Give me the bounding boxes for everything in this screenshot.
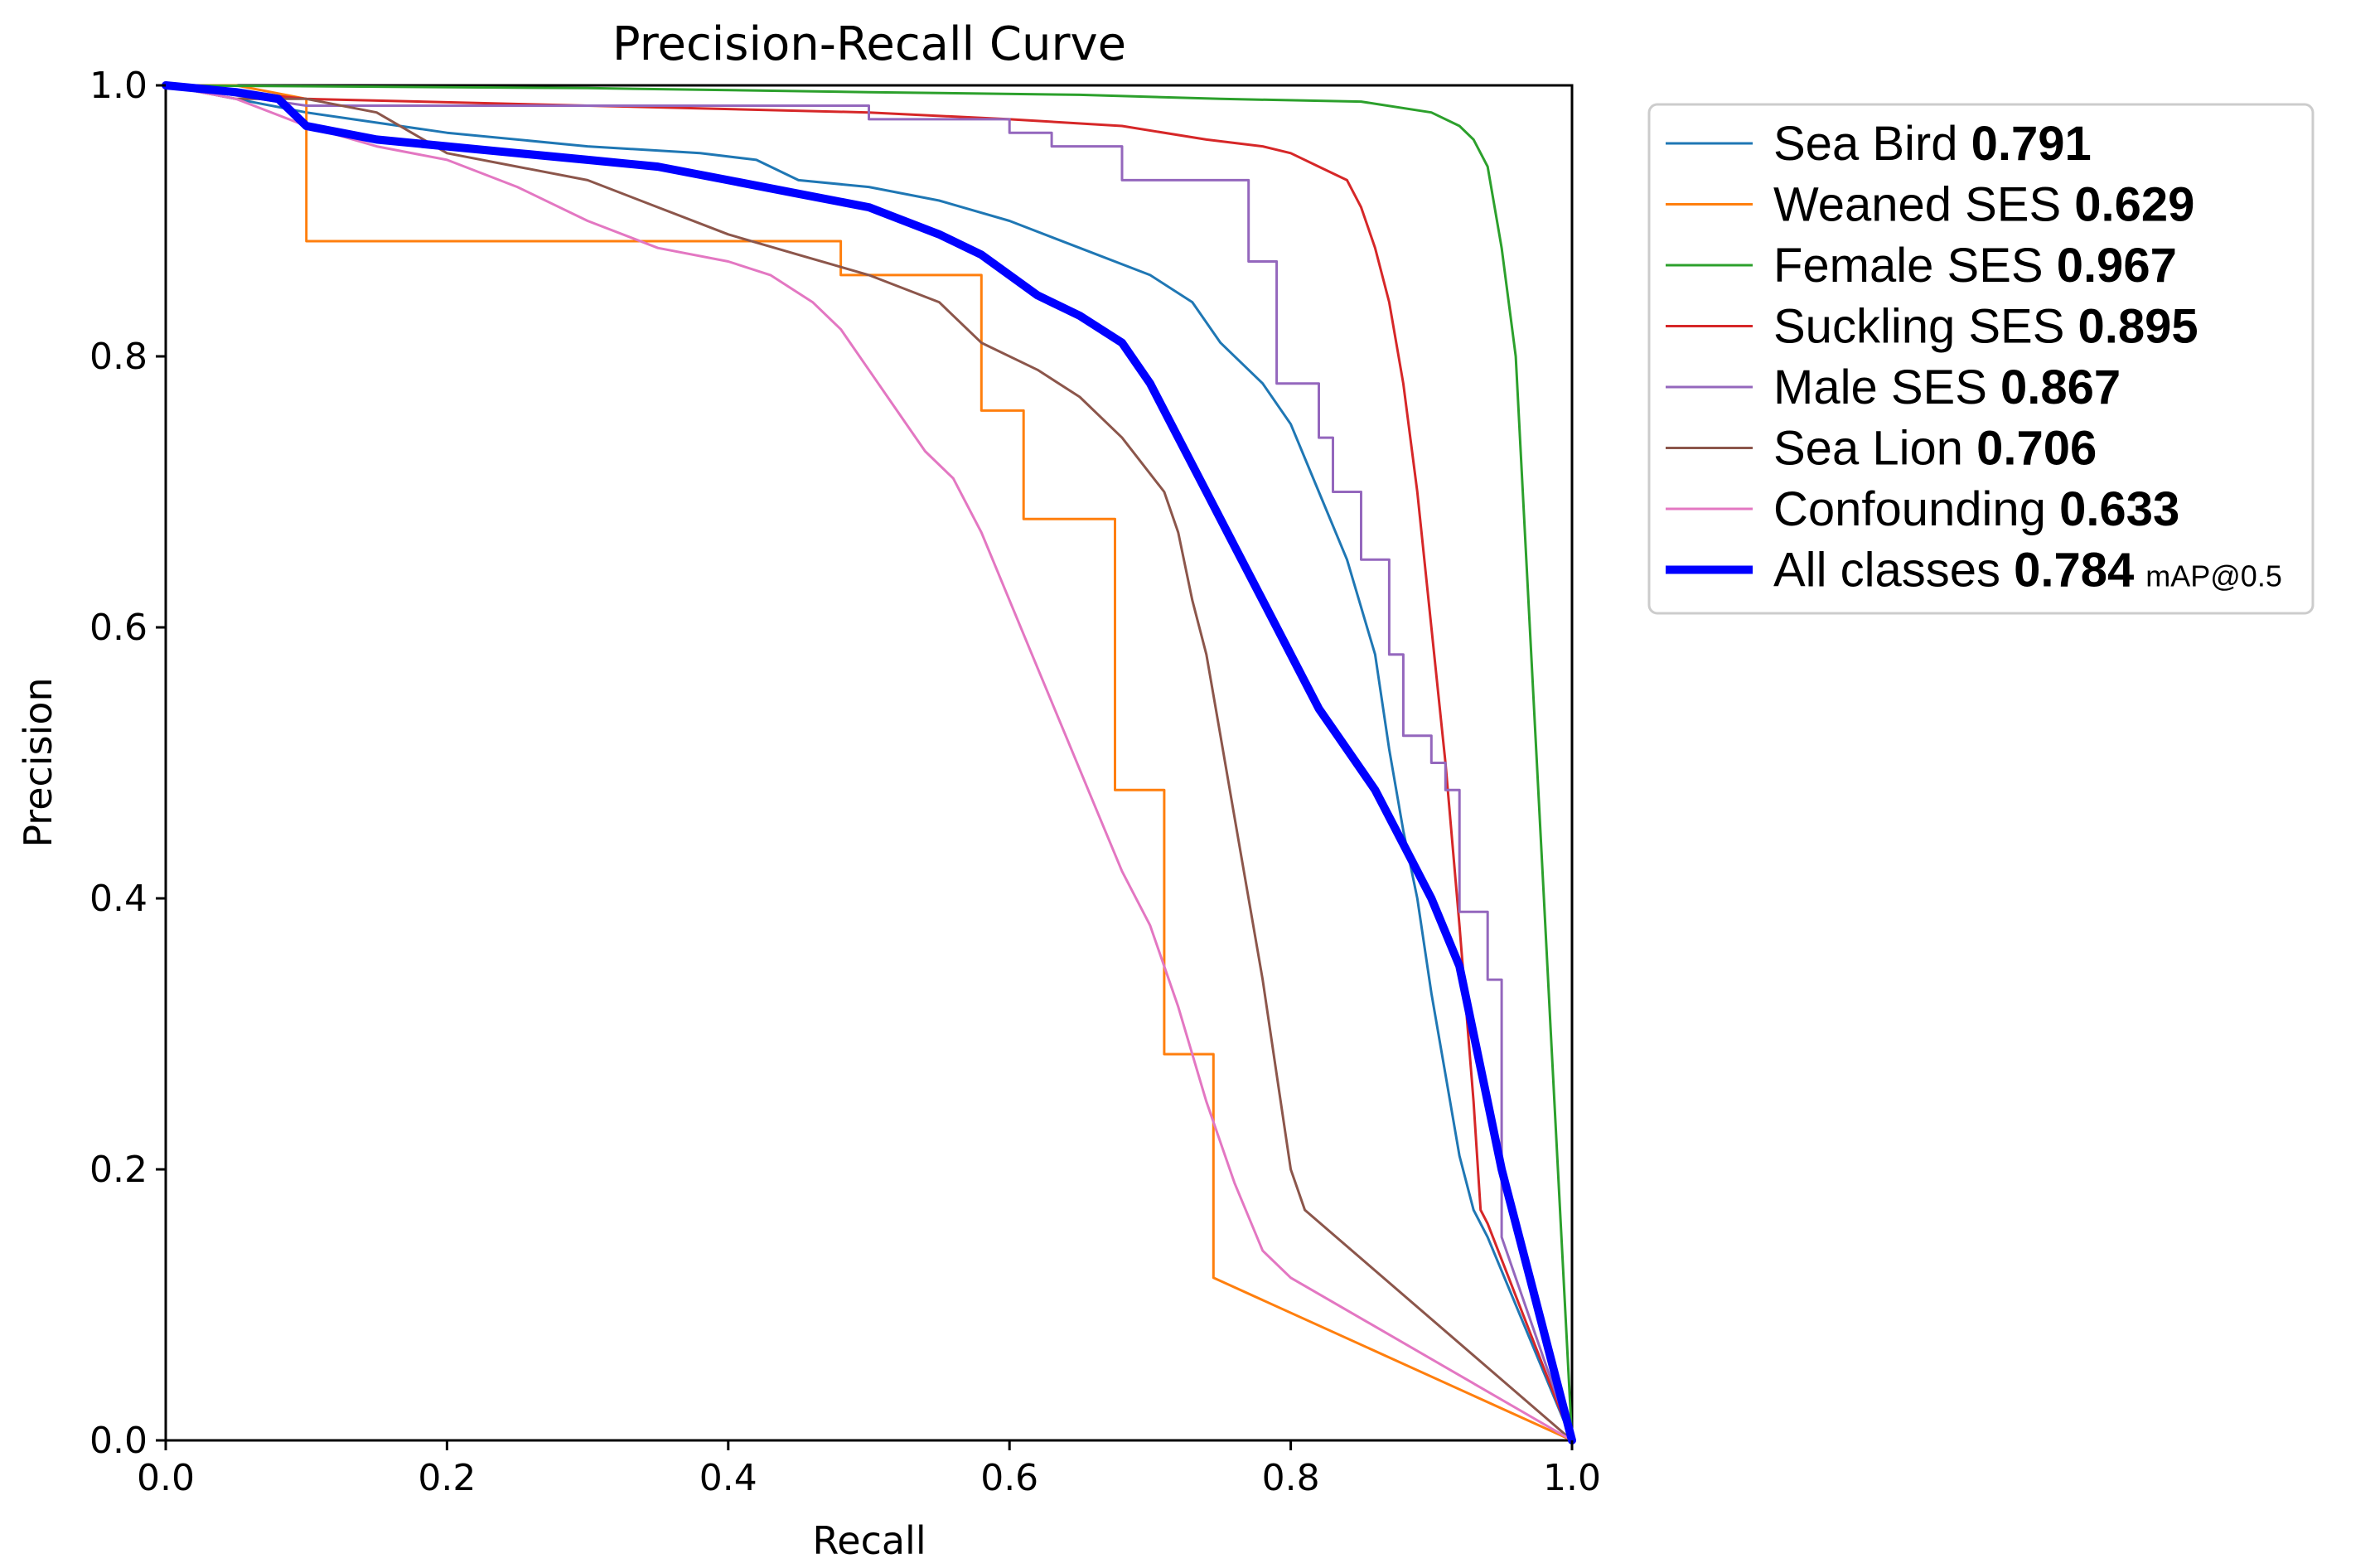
y-tick-label: 0.2 — [89, 1149, 148, 1191]
chart-title: Precision-Recall Curve — [612, 17, 1126, 71]
legend-entry-value: 0.629 — [2074, 178, 2194, 232]
legend-entry-value: 0.633 — [2059, 482, 2179, 536]
legend-entry-value: 0.791 — [1971, 117, 2092, 171]
y-tick-label: 1.0 — [89, 65, 148, 107]
series-line-confounding — [164, 84, 1574, 1442]
legend-entry-value: 0.895 — [2078, 300, 2198, 354]
legend-entry: Suckling SES 0.895 — [1773, 300, 2198, 354]
series-line-sea-lion — [164, 84, 1574, 1442]
y-tick-label: 0.4 — [89, 878, 148, 920]
y-axis-label: Precision — [16, 677, 60, 847]
legend-entry: Sea Bird 0.791 — [1773, 117, 2092, 171]
legend-items: Sea Bird 0.791 Weaned SES 0.629 Female SES… — [1666, 117, 2282, 598]
x-tick-label: 0.0 — [137, 1457, 195, 1499]
legend-entry: Confounding 0.633 — [1773, 482, 2179, 536]
legend-entry-name: Sea Bird — [1773, 117, 1971, 171]
series-line-female-ses — [164, 84, 1574, 1442]
x-tick-label: 0.4 — [699, 1457, 757, 1499]
x-axis-ticks: 0.0 0.2 0.4 0.6 0.8 1.0 — [137, 1440, 1601, 1499]
y-tick-label: 0.8 — [89, 336, 148, 378]
legend-entry: Sea Lion 0.706 — [1773, 422, 2097, 476]
legend-entry-suffix: mAP@0.5 — [2145, 559, 2282, 593]
legend-entry-name: Weaned SES — [1773, 178, 2074, 232]
legend-entry-value: 0.867 — [2000, 361, 2121, 414]
x-axis-label: Recall — [812, 1518, 926, 1563]
legend-box — [1647, 103, 2315, 615]
legend-entry-name: Sea Lion — [1773, 422, 1976, 476]
series-line-male-ses — [164, 84, 1574, 1442]
legend: Sea Bird 0.791 Weaned SES 0.629 Female SES… — [1647, 103, 2315, 615]
series-line-all-classes — [162, 81, 1576, 1445]
legend-entry-name: Male SES — [1773, 361, 2000, 414]
series-line-weaned-ses — [164, 84, 1574, 1442]
legend-entry-name: Confounding — [1773, 482, 2059, 536]
legend-entry-value: 0.967 — [2057, 239, 2177, 293]
legend-entry: Male SES 0.867 — [1773, 361, 2121, 414]
x-tick-label: 0.6 — [980, 1457, 1038, 1499]
legend-entry-name: Suckling SES — [1773, 300, 2078, 354]
legend-entry: All classes 0.784 mAP@0.5 — [1773, 544, 2282, 598]
series-layer — [162, 81, 1576, 1445]
legend-entry-value: 0.784 — [2014, 544, 2134, 598]
x-tick-label: 0.2 — [418, 1457, 476, 1499]
legend-entry: Female SES 0.967 — [1773, 239, 2177, 293]
y-tick-label: 0.0 — [89, 1420, 148, 1462]
x-tick-label: 0.8 — [1262, 1457, 1320, 1499]
legend-entry-name: Female SES — [1773, 239, 2057, 293]
legend-entry: Weaned SES 0.629 — [1773, 178, 2194, 232]
legend-entry-value: 0.706 — [1976, 422, 2097, 476]
plot-area — [164, 84, 1574, 1442]
series-line-sea-bird — [164, 84, 1574, 1442]
x-tick-label: 1.0 — [1543, 1457, 1601, 1499]
y-tick-label: 0.6 — [89, 607, 148, 649]
y-axis-ticks: 0.0 0.2 0.4 0.6 0.8 1.0 — [89, 65, 166, 1462]
legend-entry-name: All classes — [1773, 544, 2014, 598]
